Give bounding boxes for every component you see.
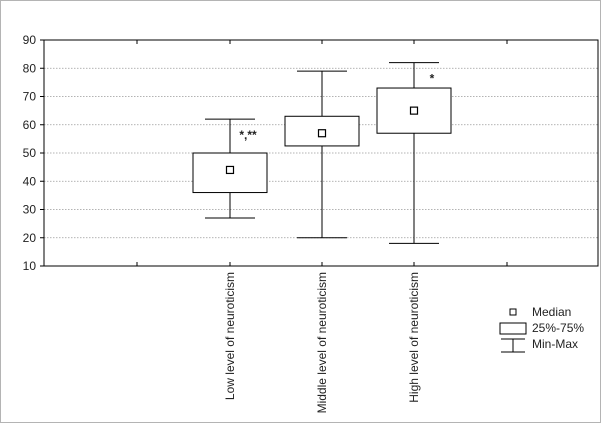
median-marker [409, 106, 419, 115]
significance-annotation: * [430, 72, 435, 86]
legend-item: Median [509, 305, 571, 319]
y-tick-label: 50 [23, 146, 37, 160]
box-series: *,** * [192, 62, 452, 244]
y-tick-label: 10 [23, 259, 37, 273]
category-label: Middle level of neuroticism [315, 272, 329, 413]
significance-annotation: *,** [239, 128, 257, 142]
y-tick-label: 20 [23, 231, 37, 245]
legend: Median 25%-75% Min-Max [499, 305, 584, 353]
box-group: * [376, 62, 452, 244]
median-marker [225, 165, 235, 175]
legend-median-symbol [509, 308, 517, 316]
legend-label: Median [532, 305, 571, 319]
x-axis-ticks [136, 40, 508, 266]
legend-label: 25%-75% [532, 321, 584, 335]
category-labels: Low level of neuroticism Middle level of … [223, 272, 421, 413]
category-label: Low level of neuroticism [223, 272, 237, 400]
median-marker [317, 129, 327, 138]
legend-item: Min-Max [501, 337, 578, 353]
y-tick-label: 70 [23, 90, 37, 104]
y-tick-label: 60 [23, 118, 37, 132]
y-tick-label: 80 [23, 61, 37, 75]
box-group [284, 70, 360, 239]
y-tick-label: 30 [23, 203, 37, 217]
box-group: *,** [192, 118, 268, 219]
y-axis: 10 20 30 40 50 60 70 80 90 [23, 33, 44, 273]
plot-area-border [43, 39, 599, 267]
legend-box-symbol [499, 322, 527, 335]
category-label: High level of neuroticism [407, 272, 421, 403]
y-tick-label: 40 [23, 174, 37, 188]
legend-item: 25%-75% [499, 321, 584, 335]
y-tick-label: 90 [23, 33, 37, 47]
legend-label: Min-Max [532, 337, 578, 351]
